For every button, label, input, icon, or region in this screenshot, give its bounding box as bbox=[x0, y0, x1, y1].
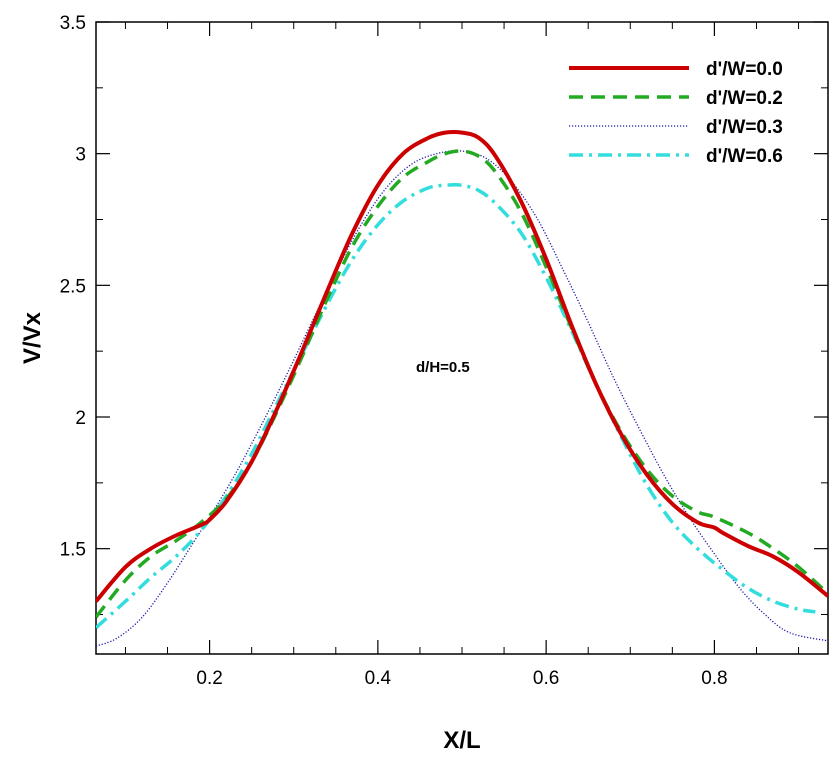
legend-label: d'/W=0.3 bbox=[706, 117, 783, 138]
x-axis-title: X/L bbox=[443, 727, 480, 754]
y-tick-label: 3.5 bbox=[60, 13, 86, 34]
y-tick-label: 3 bbox=[75, 145, 86, 166]
x-tick-label: 0.2 bbox=[196, 668, 222, 689]
legend-label: d'/W=0.2 bbox=[706, 88, 783, 109]
series-line-2 bbox=[96, 150, 828, 647]
series-line-0 bbox=[96, 129, 828, 603]
series-line-3 bbox=[96, 183, 816, 629]
series-line-1 bbox=[96, 149, 828, 619]
x-tick-label: 0.8 bbox=[701, 668, 727, 689]
x-tick-label: 0.6 bbox=[533, 668, 559, 689]
annotation-label: d/H=0.5 bbox=[416, 359, 470, 376]
y-axis-title: V/Vx bbox=[19, 311, 46, 364]
x-tick-label: 0.4 bbox=[365, 668, 392, 689]
legend-label: d'/W=0.0 bbox=[706, 59, 783, 80]
legend-label: d'/W=0.6 bbox=[706, 146, 783, 167]
y-tick-label: 2.5 bbox=[60, 276, 86, 297]
legend: d'/W=0.0 d'/W=0.2 d'/W=0.3 d'/W=0.6 bbox=[569, 59, 783, 167]
y-tick-label: 2 bbox=[75, 408, 86, 429]
y-tick-label: 1.5 bbox=[60, 540, 86, 561]
